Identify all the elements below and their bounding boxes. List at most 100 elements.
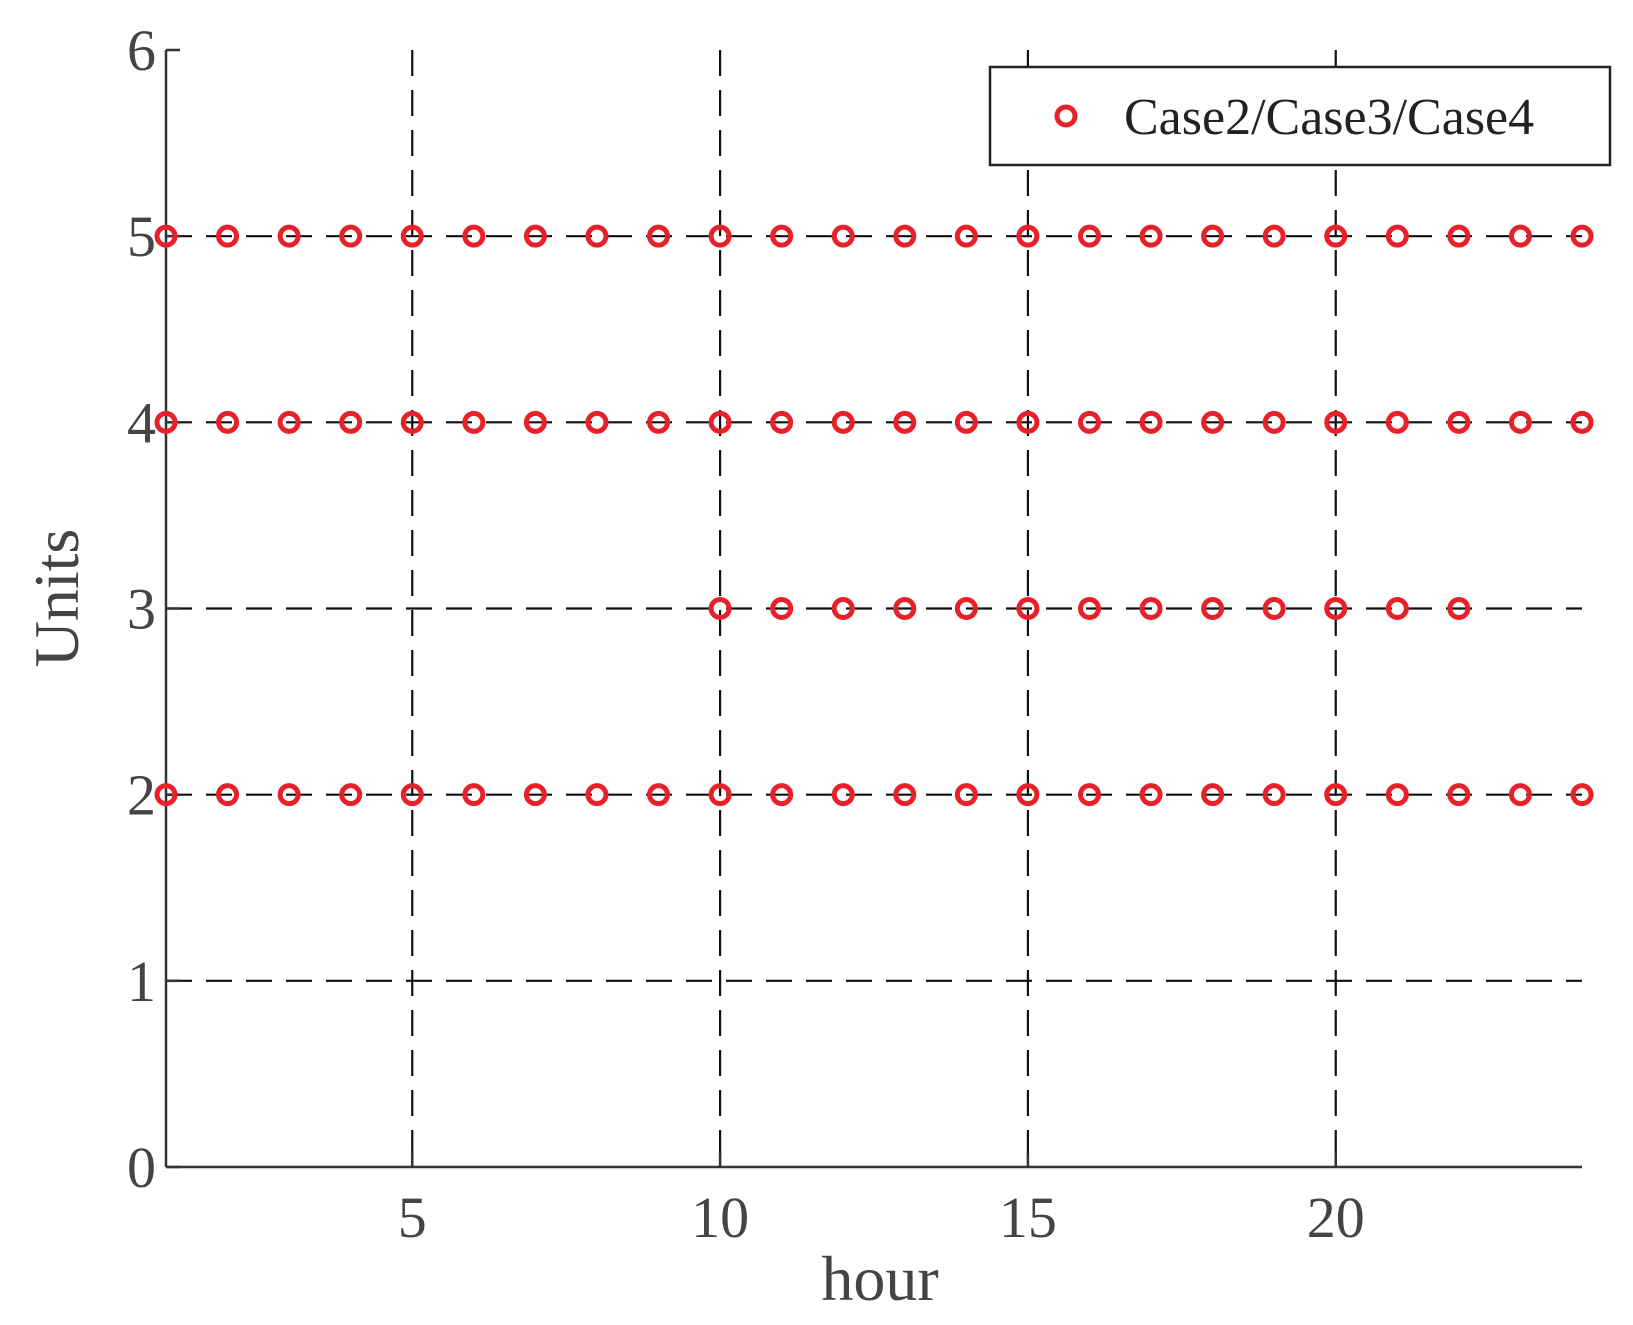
data-point [1570, 224, 1594, 248]
legend: Case2/Case3/Case4 [988, 65, 1612, 167]
data-point [1447, 783, 1471, 807]
data-point [1508, 410, 1532, 434]
data-point [954, 783, 978, 807]
data-point [339, 410, 363, 434]
data-point [1201, 783, 1225, 807]
y-tick-label: 1 [127, 949, 156, 1014]
axes [164, 48, 1582, 1169]
data-point [1447, 597, 1471, 620]
x-tick-label: 10 [691, 1185, 749, 1250]
y-tick-label: 6 [127, 18, 156, 83]
data-point [1077, 783, 1101, 807]
x-axis-title: hour [821, 1243, 938, 1314]
tick-labels: 0 1 2 3 4 5 6 5 10 15 20 [127, 18, 1365, 1250]
data-point [708, 224, 732, 248]
data-point [831, 783, 855, 807]
data-point [400, 410, 424, 434]
data-point [1262, 783, 1286, 807]
data-point [1262, 597, 1286, 620]
data-point [954, 410, 978, 434]
data-point [954, 224, 978, 248]
data-point [585, 783, 609, 807]
data-point [708, 410, 732, 434]
data-point [277, 783, 301, 807]
data-point [400, 783, 424, 807]
data-point [1077, 224, 1101, 248]
y-tick-label: 5 [127, 204, 156, 269]
data-point [154, 783, 178, 807]
data-point [400, 224, 424, 248]
x-tick-label: 15 [999, 1185, 1057, 1250]
data-point [585, 410, 609, 434]
grid [166, 50, 1582, 1167]
data-point [462, 224, 486, 248]
data-point [708, 783, 732, 807]
data-point [893, 410, 917, 434]
y-tick-label: 0 [127, 1135, 156, 1200]
data-point [277, 410, 301, 434]
data-point [647, 410, 671, 434]
data-point [1139, 410, 1163, 434]
y-tick-label: 4 [127, 390, 156, 455]
data-point [954, 597, 978, 620]
data-point [462, 410, 486, 434]
y-tick-label: 3 [127, 577, 156, 642]
data-point [523, 224, 547, 248]
data-point [1324, 410, 1348, 434]
data-point [1139, 597, 1163, 620]
data-point [1016, 783, 1040, 807]
data-point [893, 597, 917, 620]
data-point [831, 597, 855, 620]
legend-box [988, 65, 1612, 167]
data-point [1385, 224, 1409, 248]
data-point [831, 410, 855, 434]
data-point [1016, 410, 1040, 434]
data-point [154, 224, 178, 248]
data-point [277, 224, 301, 248]
data-point [154, 410, 178, 434]
data-point [1324, 224, 1348, 248]
data-point [339, 783, 363, 807]
data-point [1508, 783, 1532, 807]
y-tick-label: 2 [127, 763, 156, 828]
data-point [708, 597, 732, 620]
data-point [647, 224, 671, 248]
data-point [1201, 410, 1225, 434]
data-point [462, 783, 486, 807]
data-point [1016, 597, 1040, 620]
data-point [1508, 224, 1532, 248]
data-point [1447, 224, 1471, 248]
data-point [893, 783, 917, 807]
data-point [1385, 410, 1409, 434]
data-point [1201, 224, 1225, 248]
data-point [1385, 597, 1409, 620]
data-point [770, 410, 794, 434]
data-point [216, 224, 240, 248]
data-point [647, 783, 671, 807]
data-point [339, 224, 363, 248]
data-point [1324, 783, 1348, 807]
data-point [1385, 783, 1409, 807]
data-point [770, 224, 794, 248]
data-point [585, 224, 609, 248]
data-point [770, 597, 794, 620]
data-point [216, 783, 240, 807]
data-point [1262, 224, 1286, 248]
data-point [831, 224, 855, 248]
data-point [1570, 783, 1594, 807]
data-point [216, 410, 240, 434]
data-point [1201, 597, 1225, 620]
data-point [1447, 410, 1471, 434]
data-point [1324, 597, 1348, 620]
y-axis-title: Units [21, 529, 92, 668]
data-points [154, 224, 1594, 807]
data-point [893, 224, 917, 248]
data-point [1139, 783, 1163, 807]
data-point [770, 783, 794, 807]
legend-label: Case2/Case3/Case4 [1124, 89, 1534, 146]
data-point [523, 410, 547, 434]
legend-marker [1054, 104, 1078, 128]
x-tick-label: 5 [398, 1185, 427, 1250]
